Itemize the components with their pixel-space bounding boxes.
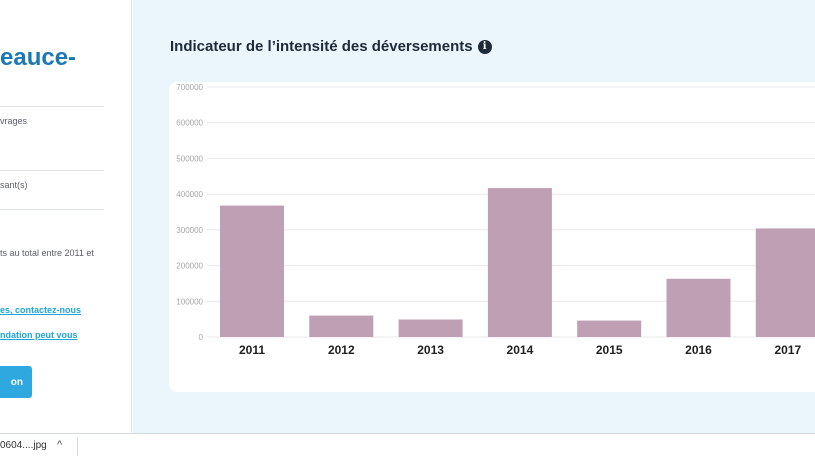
y-tick-label: 700000	[176, 83, 203, 92]
contact-link[interactable]: es, contactez-nous	[0, 305, 82, 315]
sidebar-title: eauce-	[0, 44, 77, 71]
bar-2014	[487, 188, 552, 337]
y-tick-label: 0	[199, 333, 204, 342]
y-tick-label: 600000	[176, 119, 203, 128]
divider	[77, 438, 78, 456]
y-tick-label: 500000	[176, 154, 203, 163]
x-tick-label: 2011	[239, 343, 265, 357]
x-tick-label: 2013	[417, 343, 444, 357]
y-tick-label: 300000	[176, 226, 203, 235]
bar-2012	[309, 315, 374, 337]
chart-card: 0 100000 200000 300000 400000 500000 600000 700…	[169, 82, 815, 392]
section-heading: Indicateur de l’intensité des déversemen…	[170, 38, 492, 55]
x-tick-label: 2014	[507, 343, 534, 357]
bar-2016	[666, 278, 731, 337]
x-tick-label: 2017	[774, 343, 801, 357]
info-icon[interactable]: i	[477, 39, 492, 54]
bar-chart: 0 100000 200000 300000 400000 500000 600000 700…	[176, 83, 815, 357]
divider	[0, 106, 104, 107]
sidebar-text-total: ts au total entre 2011 et	[0, 248, 94, 258]
bar-2015	[577, 320, 642, 337]
divider	[0, 209, 104, 210]
bar-2011	[220, 205, 284, 337]
y-tick-label: 100000	[176, 297, 203, 306]
x-tick-label: 2016	[685, 343, 712, 357]
x-tick-label: 2012	[328, 343, 355, 357]
y-tick-label: 200000	[176, 262, 203, 271]
bar-2017	[755, 228, 815, 337]
sidebar-text-count: sant(s)	[0, 180, 28, 190]
y-tick-label: 400000	[176, 190, 203, 199]
main-content: Indicateur de l’intensité des déversemen…	[133, 0, 815, 433]
download-bar: 0604....jpg ^	[0, 433, 815, 458]
bar-2013	[398, 319, 463, 337]
chevron-up-icon[interactable]: ^	[57, 439, 63, 451]
sidebar: eauce- vrages sant(s) ts au total entre …	[0, 0, 132, 433]
chart-title: Indicateur de l’intensité des déversemen…	[170, 38, 473, 55]
divider	[0, 170, 104, 171]
sidebar-text-works: vrages	[0, 116, 28, 126]
foundation-link[interactable]: ndation peut vous	[0, 330, 78, 340]
download-file-name[interactable]: 0604....jpg	[0, 440, 47, 451]
sidebar-action-button[interactable]: on	[0, 366, 32, 398]
x-tick-label: 2015	[596, 343, 623, 357]
